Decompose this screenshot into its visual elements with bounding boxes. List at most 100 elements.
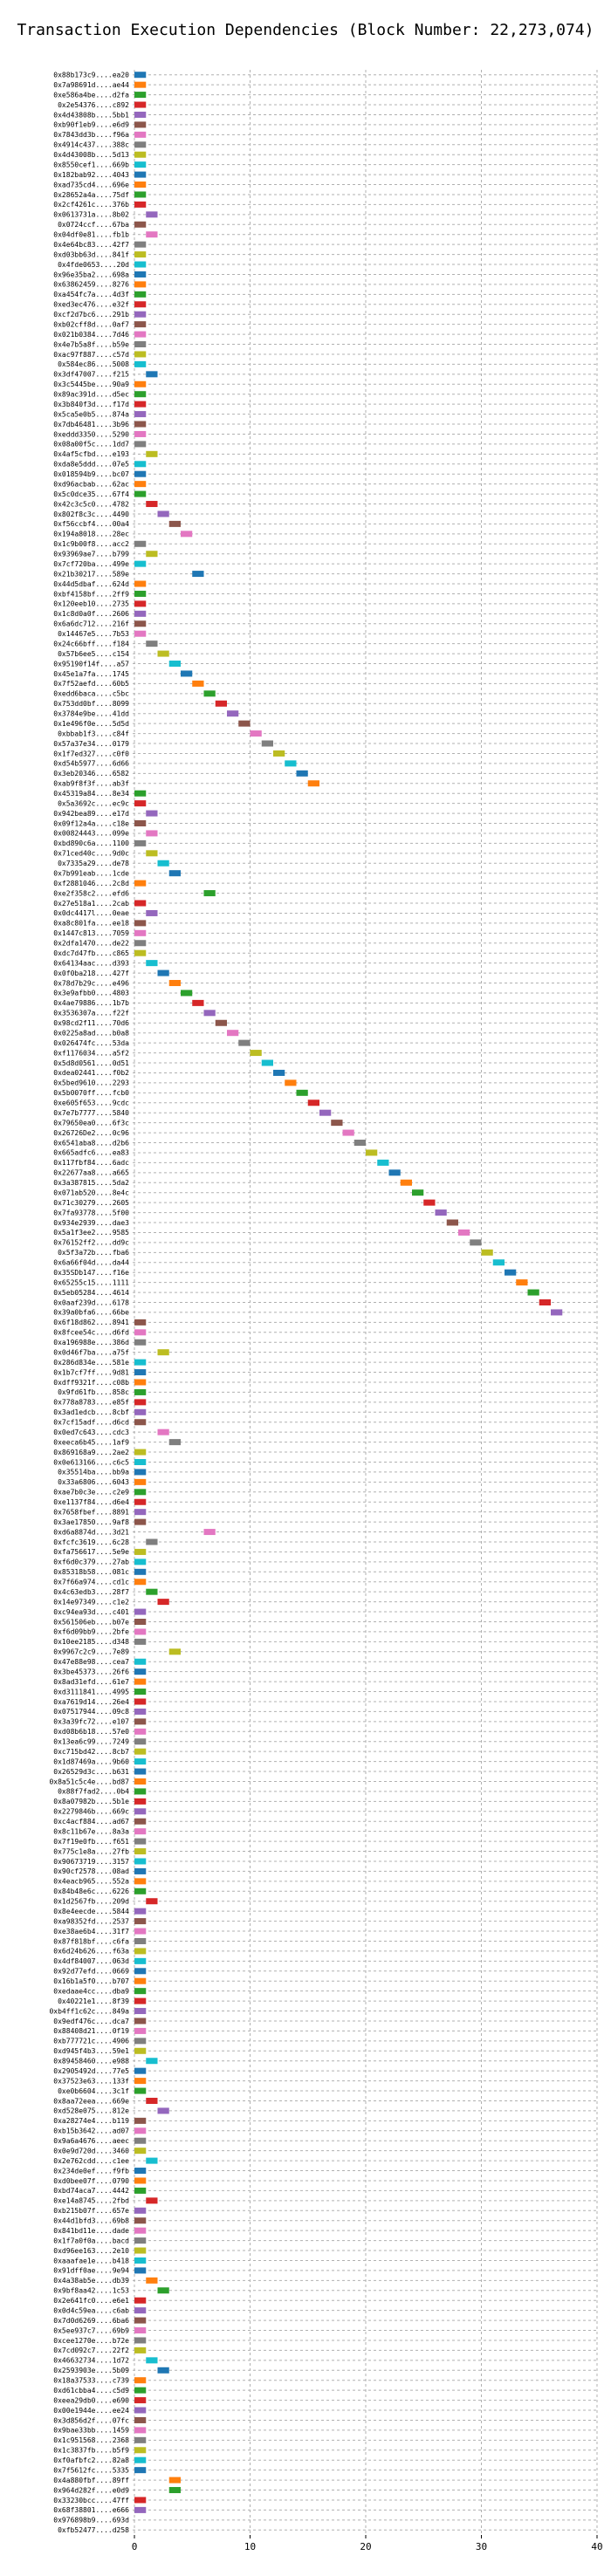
tx-label: 0x4d43008b....5d13 <box>53 151 129 159</box>
tx-label: 0x2e54376....c892 <box>58 101 129 109</box>
tx-label: 0x1c8d0a0f....2606 <box>53 610 129 618</box>
tx-bar <box>146 1588 158 1595</box>
tx-bar <box>134 1509 147 1516</box>
tx-bar <box>134 2067 147 2074</box>
tx-bar <box>134 161 147 168</box>
tx-label: 0x21b30217....589e <box>53 570 129 578</box>
tx-bar <box>134 490 147 497</box>
tx-label: 0x561506eb....b07e <box>53 1618 129 1626</box>
tx-label: 0x27e518a1....2cab <box>53 900 129 908</box>
tx-bar <box>134 1388 147 1395</box>
tx-label: 0x3e9afbb0....4803 <box>53 990 129 997</box>
tx-bar <box>134 2307 147 2314</box>
tx-label: 0x7335a29....de78 <box>58 860 129 867</box>
tx-bar <box>134 1478 147 1485</box>
tx-bar <box>134 1968 147 1975</box>
tx-label: 0x0f0ba218....427f <box>53 969 129 977</box>
tx-bar <box>134 2127 147 2134</box>
tx-label: 0xcf2d7bc6....291b <box>53 311 129 319</box>
tx-label: 0xb215b07f....657e <box>53 2207 129 2215</box>
tx-label: 0x3c5445be....90a9 <box>53 380 129 388</box>
tx-bar <box>134 1458 147 1465</box>
tx-label: 0x1f7ed327....c0f0 <box>53 750 129 757</box>
tx-bar <box>168 980 181 987</box>
x-axis: 0 10 20 30 40 <box>132 2534 603 2552</box>
tx-label: 0x00824443....099e <box>53 830 129 838</box>
tx-label: 0x4a880fbf....89ff <box>53 2477 129 2484</box>
tx-bar <box>134 1408 147 1415</box>
tx-label: 0x45e1a7fa....1745 <box>53 670 129 678</box>
tx-label: 0x1d87469a....9b60 <box>53 1757 129 1765</box>
tx-bar <box>146 2197 158 2204</box>
tx-bar <box>134 2137 147 2144</box>
tx-label: 0x2dfa1470....de22 <box>53 940 129 948</box>
tx-label: 0x68f38801....e666 <box>53 2506 129 2514</box>
tx-label: 0x71ced40c....9d0c <box>53 850 129 858</box>
tx-label: 0x7cd092c7....22f2 <box>53 2346 129 2354</box>
tx-label: 0xed3ec476....e32f <box>53 301 129 309</box>
tx-label: 0x78d7b29c....e496 <box>53 979 129 987</box>
tx-bar <box>134 2337 147 2344</box>
tx-bar <box>134 321 147 328</box>
tx-label: 0x1e496f0e....5d5d <box>53 720 129 728</box>
tx-label: 0x16b1a5f0....b707 <box>53 1977 129 1985</box>
tx-label: 0x0e9d720d....3460 <box>53 2147 129 2155</box>
tx-bar <box>134 291 147 298</box>
tx-label: 0x4fde0653....20d <box>58 261 129 269</box>
tx-label: 0x28652a4a....75df <box>53 191 129 199</box>
tx-label: 0x0225a8ad....b0a8 <box>53 1029 129 1037</box>
y-axis-labels: 0x88b173c9....ea20 0x7a98691d....ae44 0xe5… <box>49 72 129 2535</box>
tx-label: 0xaaafae1e....b418 <box>53 2257 129 2264</box>
tx-label: 0x5ca5e0b5....874a <box>53 410 129 418</box>
tx-label: 0x3a387815....5da2 <box>53 1179 129 1187</box>
tx-label: 0x2593903e....5b09 <box>53 2367 129 2374</box>
tx-label: 0x6a6dc712....216f <box>53 620 129 628</box>
tx-label: 0x7f19e0fb....f651 <box>53 1838 129 1846</box>
tx-bar <box>192 680 204 687</box>
tx-label: 0x7f52aefd....60b5 <box>53 680 129 688</box>
tx-bar <box>134 2047 147 2054</box>
tx-bar <box>134 630 147 637</box>
tx-bar <box>146 1538 158 1545</box>
tx-label: 0x96e35ba2....698a <box>53 271 129 278</box>
tx-bar <box>134 1638 147 1645</box>
tx-label: 0x09f12a4a....c18e <box>53 819 129 827</box>
tx-label: 0x9edf476c....dca7 <box>53 2018 129 2025</box>
tx-label: 0x91dff0ae....9e94 <box>53 2267 129 2275</box>
tx-label: 0xab9f8f3f....ab3f <box>53 780 129 788</box>
tx-label: 0xbd74aca7....4442 <box>53 2187 129 2195</box>
tx-bar <box>134 1808 147 1815</box>
tx-label: 0x9a6a4676....aeec <box>53 2137 129 2145</box>
tx-label: 0x9967c2c9....7e89 <box>53 1648 129 1656</box>
tx-bar <box>134 1858 147 1865</box>
tx-label: 0x24c66bff....f184 <box>53 640 129 647</box>
tx-label: 0x26529d3c....b631 <box>53 1768 129 1776</box>
tx-bar <box>134 1319 147 1326</box>
tx-bar <box>134 1379 147 1386</box>
tx-label: 0x5a3692c....ec9c <box>58 799 129 807</box>
tx-label: 0x76152ff2....dd9c <box>53 1239 129 1247</box>
tx-label: 0xb02cff8d....0af7 <box>53 320 129 328</box>
tx-bar <box>146 501 158 508</box>
tx-label: 0x5d8d0561....0d51 <box>53 1059 129 1067</box>
tx-label: 0x92d77efd....0669 <box>53 1968 129 1976</box>
tx-label: 0x42c3c5c0....4782 <box>53 500 129 508</box>
tx-bar <box>250 1050 262 1057</box>
tx-bar <box>134 182 147 188</box>
tx-bar <box>134 1878 147 1885</box>
tx-bar <box>134 380 147 387</box>
tx-label: 0x8a07982b....5b1e <box>53 1798 129 1805</box>
tx-bar <box>539 1299 551 1305</box>
tx-label: 0x0dc4417l....0eae <box>53 909 129 917</box>
tx-label: 0xeddd3350....5290 <box>53 430 129 438</box>
tx-label: 0x7a98691d....ae44 <box>53 81 129 89</box>
tx-label: 0x10ee2185....d348 <box>53 1638 129 1646</box>
tx-bar <box>134 820 147 827</box>
tx-label: 0x117fbf84....6adc <box>53 1159 129 1167</box>
tx-label: 0xd96ee163....2e10 <box>53 2247 129 2255</box>
tx-bar <box>134 1469 147 1476</box>
tx-bar <box>134 920 147 927</box>
tx-label: 0x4df84007....063d <box>53 1957 129 1965</box>
tx-label: 0x88408d21....0f19 <box>53 2027 129 2035</box>
tx-label: 0x93969ae7....b799 <box>53 551 129 558</box>
